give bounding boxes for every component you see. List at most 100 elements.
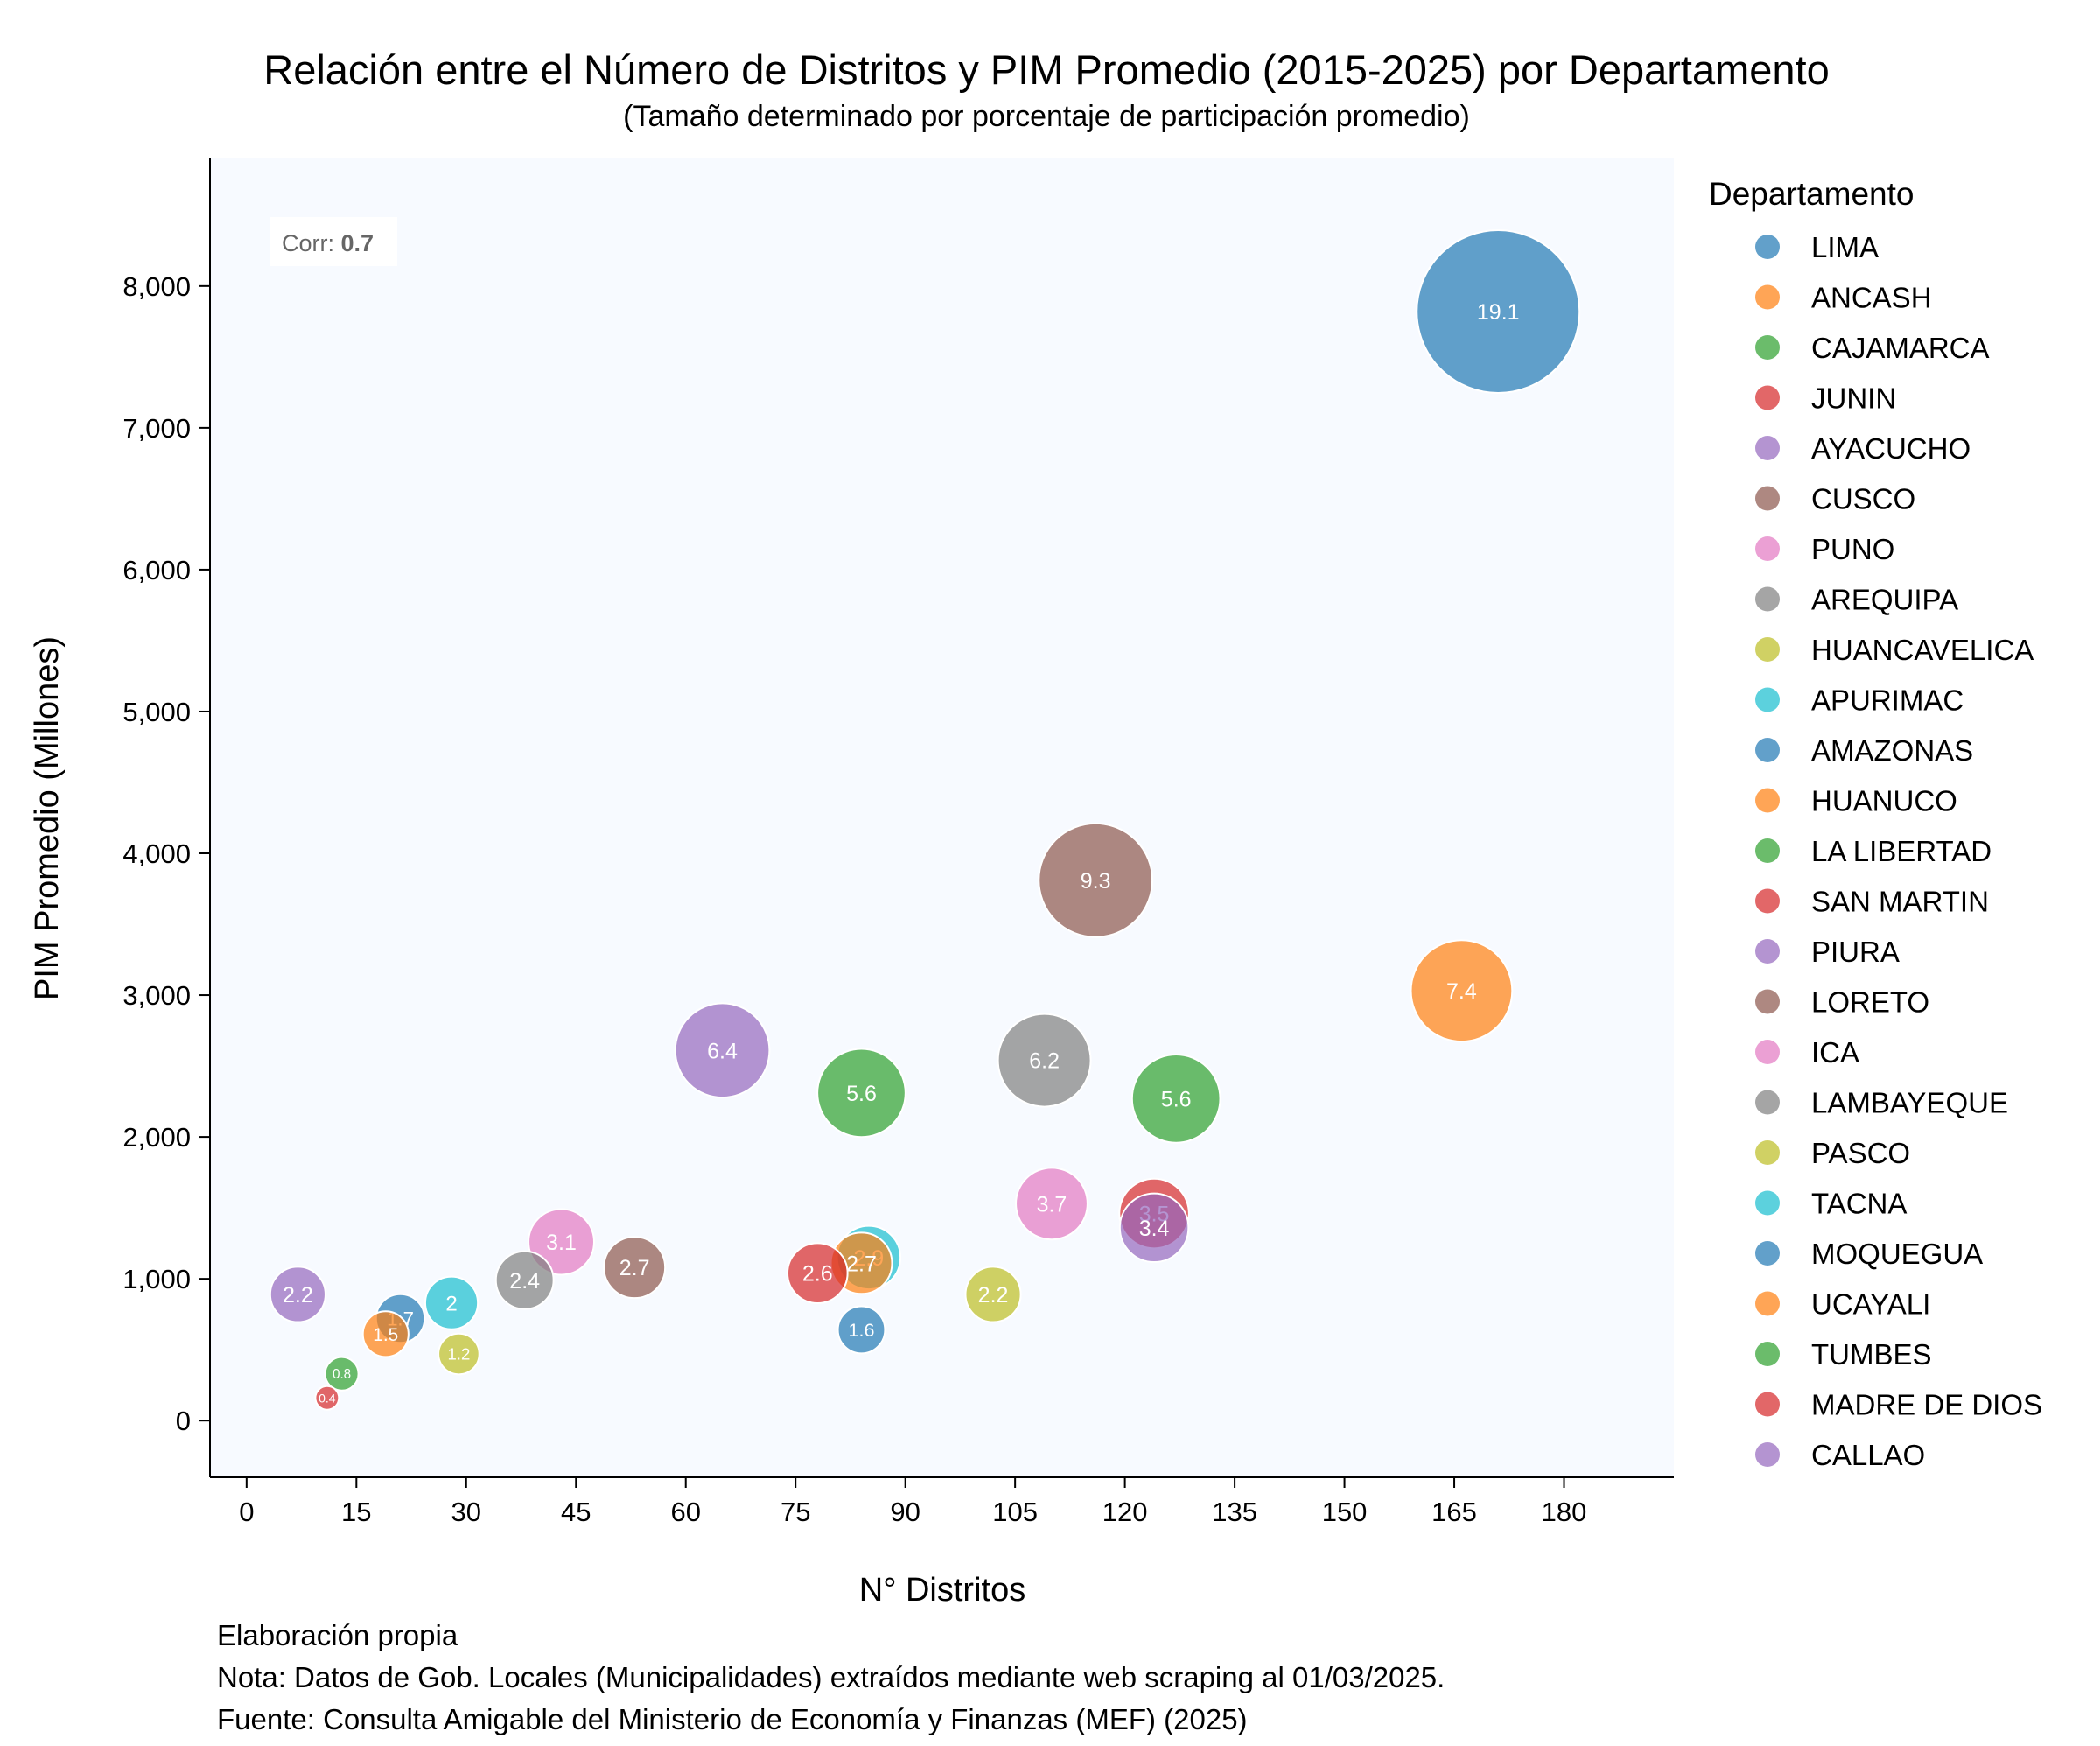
x-tick-label: 105 [992,1497,1038,1527]
bubble: 2 [424,1275,480,1330]
legend-item: UCAYALI [1755,1288,1930,1321]
x-axis-label: N° Distritos [859,1572,1026,1609]
legend-marker [1755,1140,1780,1165]
legend-item: LA LIBERTAD [1755,835,1992,867]
bubble: 6.2 [997,1013,1092,1108]
bubble-mark [603,1236,667,1300]
correlation-value: 0.7 [341,230,374,256]
chart-subtitle: (Tamaño determinado por porcentaje de pa… [623,100,1470,133]
legend-label: SAN MARTIN [1811,886,1989,918]
bubble-layer: 19.17.45.63.53.49.33.76.22.22.91.62.75.6… [269,229,1581,1411]
legend-item: LAMBAYEQUE [1755,1087,2008,1119]
legend-item: AYACUCHO [1755,432,1970,465]
legend-marker [1755,1190,1780,1216]
x-tick-label: 165 [1432,1497,1477,1527]
legend-item: TACNA [1755,1188,1907,1220]
bubble-label: 19.1 [1477,300,1520,325]
legend-marker [1755,1040,1780,1064]
x-tick-label: 45 [561,1497,591,1527]
legend-label: LA LIBERTAD [1811,835,1992,867]
legend-item: TUMBES [1755,1338,1932,1371]
legend-marker [1755,1392,1780,1417]
bubble-label: 7.4 [1446,979,1477,1004]
legend-label: APURIMAC [1811,684,1964,717]
footnote-note: Nota: Datos de Gob. Locales (Municipalid… [217,1661,1446,1693]
bubble-mark [1416,229,1581,395]
legend-label: LIMA [1811,231,1879,263]
legend-label: JUNIN [1811,382,1896,415]
legend-item: AMAZONAS [1755,734,1973,767]
chart-title: Relación entre el Número de Distritos y … [263,46,1829,93]
bubble-mark [997,1013,1092,1108]
bubble-label: 3.4 [1139,1217,1170,1241]
bubble-label: 2.6 [802,1262,833,1287]
bubble-mark [424,1275,480,1330]
bubble: 6.4 [674,1002,771,1099]
bubble-label: 0.4 [318,1391,336,1405]
bubble-mark [786,1242,849,1304]
legend-marker [1755,738,1780,762]
y-axis-label: PIM Promedio (Millones) [29,636,66,1000]
legend-item: APURIMAC [1755,684,1964,717]
y-axis-ticks: 0 1,000 2,000 3,000 4,000 5,000 6,000 7,000 8,00… [122,271,210,1436]
x-tick-label: 75 [780,1497,810,1527]
bubble: 5.6 [816,1048,906,1139]
bubble-mark [1015,1167,1088,1241]
bubble-label: 0.8 [332,1367,351,1382]
legend-label: CUSCO [1811,483,1915,515]
legend-label: TUMBES [1811,1338,1932,1371]
legend-marker [1755,284,1780,310]
bubble: 1.2 [438,1332,480,1376]
legend-label: CAJAMARCA [1811,332,1990,364]
legend-marker [1755,1241,1780,1266]
bubble: 9.3 [1038,822,1154,938]
bubble-label: 2.4 [509,1269,540,1294]
bubble-mark [1038,822,1154,938]
legend-item: CUSCO [1755,483,1915,515]
legend-marker [1755,1442,1780,1467]
legend-marker [1755,436,1780,460]
bubble-label: 6.4 [707,1039,738,1063]
bubble-mark [1410,939,1514,1043]
legend-marker [1755,1291,1780,1316]
legend-label: ANCASH [1811,282,1932,314]
legend-item: LORETO [1755,986,1929,1019]
legend-marker [1755,939,1780,964]
legend-marker [1755,788,1780,813]
legend-marker [1755,888,1780,914]
bubble-label: 1.5 [373,1325,398,1345]
bubble-label: 2.2 [978,1283,1009,1308]
legend-item: AREQUIPA [1755,584,1958,616]
legend-item: ICA [1755,1036,1859,1069]
legend-label: LORETO [1811,986,1929,1019]
legend-item: HUANUCO [1755,785,1957,817]
bubble-label: 9.3 [1081,869,1111,894]
bubble-mark [964,1266,1022,1323]
legend-marker [1755,385,1780,410]
bubble-label: 3.7 [1037,1192,1068,1217]
legend-marker [1755,536,1780,561]
x-axis-ticks: 0 15 30 45 60 75 90 105 120 135 150 165 180 [239,1477,1586,1527]
x-tick-label: 90 [890,1497,920,1527]
footnote-credit: Elaboración propia [217,1619,458,1651]
legend-marker [1755,989,1780,1014]
bubble: 19.1 [1416,229,1581,395]
bubble: 2.2 [269,1266,326,1323]
legend-item: SAN MARTIN [1755,886,1989,918]
bubble-label: 2.2 [283,1283,313,1308]
x-tick-label: 150 [1322,1497,1368,1527]
bubble: 2.6 [786,1242,849,1304]
bubble-label: 2.7 [846,1252,877,1276]
bubble-mark [1118,1192,1190,1264]
legend-item: HUANCAVELICA [1755,634,2034,666]
legend-item: PIURA [1755,936,1900,968]
bubble-label: 1.2 [447,1345,470,1364]
bubble: 0.4 [314,1385,340,1411]
correlation-prefix: Corr: [282,230,341,256]
legend-label: PUNO [1811,533,1894,565]
legend-item: JUNIN [1755,382,1896,415]
legend-item: LIMA [1755,231,1879,263]
bubble-label: 2 [445,1292,457,1315]
legend-label: AREQUIPA [1811,584,1958,616]
bubble-label: 1.6 [849,1320,875,1341]
